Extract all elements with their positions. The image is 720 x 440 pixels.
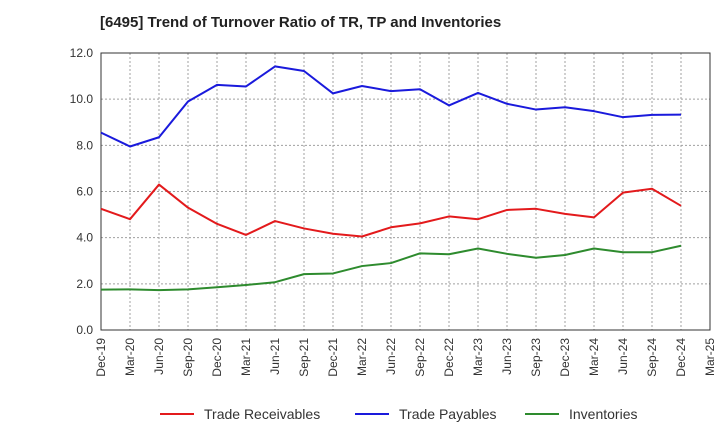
y-tick-label: 4.0 (76, 231, 93, 245)
x-tick-label: Dec-23 (558, 338, 572, 377)
series-layer (100, 65, 682, 292)
legend-label-inventories: Inventories (569, 406, 637, 422)
y-tick-label: 2.0 (76, 277, 93, 291)
x-tick-label: Dec-24 (674, 338, 688, 377)
x-tick-label: Jun-22 (384, 338, 398, 375)
series-line-trade-payables (100, 65, 682, 148)
x-tick-label: Mar-24 (587, 338, 601, 376)
x-tick-label: Jun-21 (268, 338, 282, 375)
y-tick-label: 12.0 (70, 46, 94, 60)
legend: Trade Receivables Trade Payables Inventori… (160, 406, 637, 422)
x-tick-label: Jun-24 (616, 338, 630, 375)
y-tick-label: 8.0 (76, 138, 93, 152)
x-tick-label: Mar-23 (471, 338, 485, 376)
legend-label-trade-payables: Trade Payables (399, 406, 497, 422)
x-tick-label: Sep-24 (645, 338, 659, 377)
chart-title: [6495] Trend of Turnover Ratio of TR, TP… (100, 14, 502, 31)
series-line-trade-receivables (100, 183, 682, 238)
x-tick-label: Sep-22 (413, 338, 427, 377)
x-tick-label: Sep-20 (181, 338, 195, 377)
x-tick-label: Mar-21 (239, 338, 253, 376)
plot-frame (100, 52, 711, 331)
x-tick-label: Sep-21 (297, 338, 311, 377)
x-tick-label: Mar-20 (123, 338, 137, 376)
y-tick-label: 0.0 (76, 323, 93, 337)
x-tick-label: Dec-20 (210, 338, 224, 377)
x-tick-label: Jun-23 (500, 338, 514, 375)
x-tick-label: Jun-20 (152, 338, 166, 375)
y-tick-label: 6.0 (76, 185, 93, 199)
x-tick-label: Sep-23 (529, 338, 543, 377)
x-tick-label: Dec-21 (326, 338, 340, 377)
x-tick-label: Mar-22 (355, 338, 369, 376)
legend-label-trade-receivables: Trade Receivables (204, 406, 320, 422)
series-line-inventories (100, 244, 682, 292)
axis-layer: 0.0 2.0 4.0 6.0 8.0 10.0 12.0 Dec-19 Mar-20 Jun-2… (70, 46, 717, 377)
y-tick-label: 10.0 (70, 92, 94, 106)
x-tick-label: Dec-19 (94, 338, 108, 377)
x-tick-label: Dec-22 (442, 338, 456, 377)
x-tick-label: Mar-25 (703, 338, 717, 376)
